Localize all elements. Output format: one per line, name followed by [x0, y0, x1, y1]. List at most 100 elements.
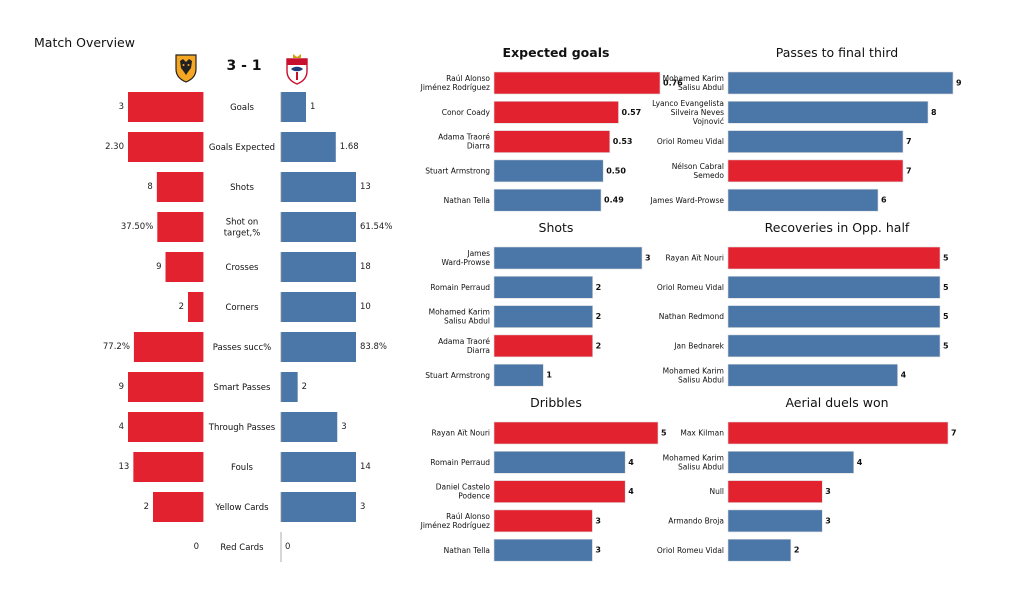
overview-home-bar: [128, 92, 203, 122]
player-value-label: 5: [943, 254, 949, 263]
overview-home-value: 2: [179, 302, 184, 312]
overview-category-label: Red Cards: [220, 543, 264, 553]
player-value-label: 6: [881, 196, 887, 205]
player-chart: Passes to final third Mohamed Karim Salisu…: [649, 45, 962, 212]
player-chart: Shots James Ward-Prowse 3 Romain Perraud 2 Moh…: [425, 220, 651, 387]
player-bar: [727, 101, 929, 124]
overview-home-value: 9: [119, 382, 124, 392]
player-chart: Dribbles Rayan Aït Nouri 5 Romain Perraud 4 D…: [420, 395, 667, 562]
player-name-label: Mohamed Karim Salisu Abdul: [663, 453, 724, 471]
overview-home-value: 8: [147, 182, 152, 192]
player-value-label: 0.57: [622, 108, 642, 117]
overview-home-bar: [128, 132, 203, 162]
player-bar: [727, 275, 941, 299]
overview-category-label: Yellow Cards: [214, 503, 269, 513]
chart-title: Passes to final third: [776, 45, 898, 60]
overview-away-value: 14: [360, 462, 371, 472]
player-value-label: 7: [906, 166, 912, 175]
player-bar: [493, 101, 619, 124]
player-value-label: 8: [931, 108, 937, 117]
player-bar: [493, 188, 602, 212]
player-name-label: Raúl Alonso Jiménez Rodríguez: [420, 74, 491, 92]
overview-chart: 3 1 Goals 2.30 1.68 Goals Expected 8 13 Shots 37.…: [103, 92, 392, 562]
player-name-label: Romain Perraud: [430, 283, 490, 292]
player-bar: [727, 334, 941, 358]
player-bar: [727, 363, 898, 387]
overview-home-value: 9: [156, 262, 161, 272]
overview-category-label: Crosses: [226, 263, 260, 273]
overview-category-label: Smart Passes: [214, 383, 271, 393]
overview-away-bar: [281, 172, 356, 202]
overview-away-bar: [281, 252, 356, 282]
player-value-label: 4: [628, 458, 634, 467]
chart-title: Shots: [539, 220, 574, 235]
overview-away-bar: [281, 332, 356, 362]
player-bar: [493, 130, 611, 153]
player-value-label: 3: [595, 546, 601, 555]
away-team-crest: [284, 53, 310, 89]
player-value-label: 5: [943, 312, 949, 321]
chart-title: Expected goals: [503, 45, 610, 60]
player-value-label: 4: [901, 371, 907, 380]
player-value-label: 7: [951, 429, 957, 438]
player-value-label: 7: [906, 137, 912, 146]
player-chart: Recoveries in Opp. half Rayan Aït Nouri 5 O…: [657, 220, 949, 387]
chart-title: Aerial duels won: [785, 395, 888, 410]
player-name-label: Romain Perraud: [430, 458, 490, 467]
player-value-label: 0.50: [606, 166, 626, 175]
overview-home-bar: [133, 452, 203, 482]
player-bar: [493, 305, 593, 328]
overview-away-value: 1.68: [340, 142, 359, 152]
overview-home-value: 13: [119, 462, 130, 472]
player-name-label: Oriol Romeu Vidal: [657, 283, 724, 292]
overview-home-bar: [156, 172, 203, 202]
player-name-label: Adama Traoré Diarra: [438, 337, 490, 355]
overview-category-label: Corners: [225, 303, 259, 313]
player-name-label: James Ward-Prowse: [441, 249, 490, 267]
player-bar: [493, 246, 643, 270]
overview-home-bar: [128, 372, 203, 402]
player-bar: [727, 538, 792, 562]
player-bar: [727, 159, 904, 183]
overview-away-value: 1: [310, 102, 315, 112]
player-name-label: Nélson Cabral Semedo: [672, 162, 725, 180]
overview-home-value: 37.50%: [121, 222, 153, 232]
player-value-label: 3: [595, 516, 601, 525]
player-value-label: 5: [943, 341, 949, 350]
player-bar: [727, 421, 949, 445]
player-value-label: 4: [628, 487, 634, 496]
player-bar: [727, 480, 823, 503]
player-bar: [493, 159, 604, 183]
player-name-label: Raúl Alonso Jiménez Rodríguez: [420, 512, 491, 530]
overview-home-bar: [128, 412, 203, 442]
chart-title: Dribbles: [530, 395, 582, 410]
player-value-label: 5: [943, 283, 949, 292]
overview-category-label: Passes succ%: [213, 343, 271, 353]
overview-away-value: 83.8%: [360, 342, 387, 352]
player-value-label: 3: [645, 254, 651, 263]
overview-category-label: Goals Expected: [209, 143, 275, 153]
player-name-label: Stuart Armstrong: [425, 371, 490, 380]
overview-home-bar: [188, 292, 203, 322]
overview-home-value: 77.2%: [103, 342, 130, 352]
overview-away-value: 3: [360, 502, 365, 512]
player-bar: [727, 130, 904, 153]
player-chart: Expected goals Raúl Alonso Jiménez Rodrígu…: [420, 45, 683, 212]
player-bar: [493, 538, 593, 562]
player-value-label: 3: [825, 516, 831, 525]
overview-away-value: 3: [341, 422, 346, 432]
player-value-label: 0.76: [663, 79, 683, 88]
player-name-label: Nathan Tella: [444, 196, 490, 205]
overview-away-value: 0: [285, 542, 290, 552]
player-name-label: Armando Broja: [668, 517, 724, 526]
overview-away-bar: [281, 372, 298, 402]
player-value-label: 2: [596, 283, 602, 292]
overview-away-bar: [281, 452, 356, 482]
overview-away-bar: [281, 412, 338, 442]
player-name-label: Mohamed Karim Salisu Abdul: [663, 366, 724, 384]
player-bar: [493, 509, 593, 533]
player-bar: [727, 509, 823, 533]
player-name-label: Oriol Romeu Vidal: [657, 137, 724, 146]
player-value-label: 2: [794, 546, 800, 555]
player-name-label: Oriol Romeu Vidal: [657, 546, 724, 555]
